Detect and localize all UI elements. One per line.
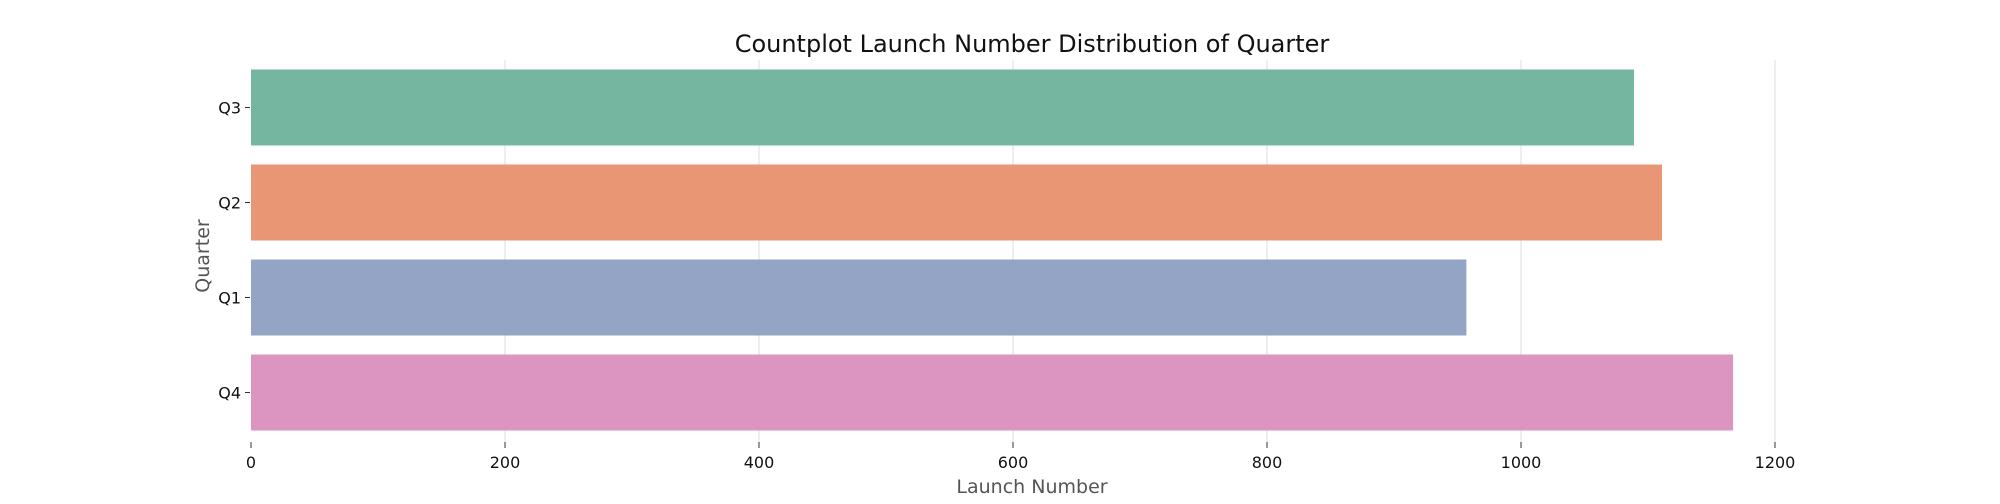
y-tick-label-q3: Q3	[218, 99, 241, 118]
bar-q2	[251, 164, 1662, 241]
chart-title: Countplot Launch Number Distribution of …	[735, 30, 1330, 58]
x-tick-label-800: 800	[1252, 453, 1283, 472]
x-axis-label: Launch Number	[956, 476, 1107, 498]
x-axis-ticks: 0 200 400 600 800 1000 1200	[246, 442, 1795, 472]
y-tick-label-q4: Q4	[218, 384, 241, 403]
x-tick-label-1200: 1200	[1755, 453, 1796, 472]
x-tick-label-1000: 1000	[1501, 453, 1542, 472]
x-tick-label-600: 600	[998, 453, 1029, 472]
bar-q3	[251, 69, 1635, 146]
bar-q4	[251, 354, 1734, 431]
y-axis-ticks: Q3 Q2 Q1 Q4	[218, 99, 250, 403]
bar-q1	[251, 259, 1467, 336]
x-tick-label-200: 200	[490, 453, 521, 472]
x-tick-label-0: 0	[246, 453, 256, 472]
y-axis-label: Quarter	[192, 219, 214, 293]
x-tick-label-400: 400	[744, 453, 775, 472]
bars	[251, 69, 1734, 431]
y-tick-label-q1: Q1	[218, 289, 241, 308]
y-tick-label-q2: Q2	[218, 194, 241, 213]
